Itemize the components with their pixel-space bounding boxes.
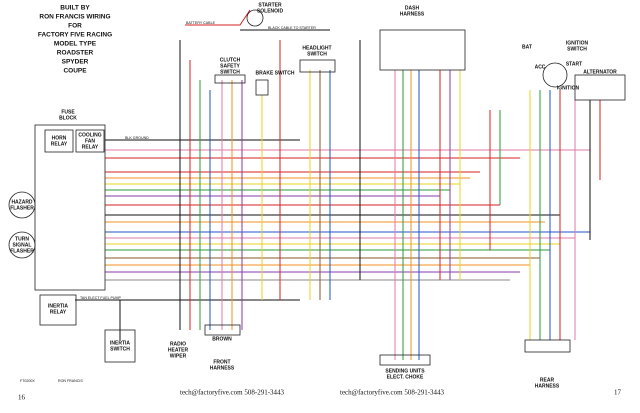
- components: [8, 9, 626, 366]
- label: WIPER: [170, 353, 187, 359]
- fan-relay-box: [75, 129, 105, 153]
- label: FLASHER: [10, 248, 34, 254]
- label: ALTERNATOR: [583, 69, 617, 75]
- label: FAN: [85, 138, 95, 144]
- brown-connector: [204, 324, 241, 336]
- label: SWITCH: [110, 346, 130, 352]
- label: COOLING: [78, 132, 101, 138]
- title-block: BUILT BY RON FRANCIS WIRING FOR FACTORY …: [38, 5, 112, 75]
- rear-connector: [524, 339, 571, 353]
- alternator-box: [574, 74, 626, 101]
- label: HARNESS: [210, 365, 235, 371]
- title-line: MODEL TYPE: [54, 41, 97, 48]
- label: BAT: [522, 44, 532, 50]
- clutch-switch-box: [214, 74, 246, 84]
- title-line: BUILT BY: [60, 5, 90, 12]
- label: SWITCH: [567, 46, 587, 52]
- label: FLASHER: [10, 205, 34, 211]
- headlight-switch-box: [299, 59, 336, 73]
- label: FRONT: [213, 359, 230, 365]
- title-line: COUPE: [63, 68, 87, 75]
- wire-label: BATTERY CABLE: [186, 21, 216, 25]
- label: SENDING UNITS: [385, 368, 425, 374]
- label: SIGNAL: [13, 242, 32, 248]
- wires: [75, 9, 601, 360]
- label: INERTIA: [110, 340, 130, 346]
- title-line: FOR: [68, 23, 82, 30]
- dash-connector: [379, 29, 466, 71]
- horn-relay-box: [44, 129, 74, 153]
- label: REAR: [540, 377, 555, 383]
- footer-contact: tech@factoryfive.com 508-291-3443: [180, 389, 285, 397]
- footer: FT0200X RON FRANCIS tech@factoryfive.com…: [18, 379, 622, 402]
- label: START: [566, 61, 582, 67]
- label: HARNESS: [400, 11, 425, 17]
- footer-code: FT0200X: [20, 379, 35, 383]
- wire-label: TAN ELECT FUEL PUMP: [80, 296, 121, 300]
- page-number: 16: [18, 394, 26, 402]
- label: BROWN: [212, 336, 232, 342]
- wire-labels: BATTERY CABLE BLACK CABLE TO STARTER BLK…: [80, 21, 316, 300]
- label: HEADLIGHT: [302, 45, 331, 51]
- label: SAFETY: [220, 63, 240, 69]
- label: HORN: [52, 135, 67, 141]
- label: INERTIA: [48, 303, 68, 309]
- wire-label: BLK GROUND: [125, 136, 149, 140]
- label: ELECT. CHOKE: [387, 374, 424, 380]
- brake-switch-box: [255, 79, 269, 96]
- label: RELAY: [51, 141, 68, 147]
- hazard-flasher-shape: [8, 191, 36, 219]
- inertia-relay-box: [39, 294, 77, 326]
- solenoid-shape: [246, 9, 264, 27]
- title-line: SPYDER: [62, 59, 89, 66]
- label: HEATER: [168, 347, 189, 353]
- component-labels: STARTER SOLENOID DASH HARNESS CLUTCH SAF…: [10, 2, 617, 389]
- label: RELAY: [50, 309, 67, 315]
- inertia-switch-box: [104, 329, 136, 363]
- label: BLOCK: [59, 115, 77, 121]
- label: IGNITION: [557, 85, 580, 91]
- label: ACC: [535, 64, 546, 70]
- footer-contact: tech@factoryfive.com 508-291-3443: [340, 389, 445, 397]
- title-line: FACTORY FIVE RACING: [38, 32, 112, 39]
- label: SWITCH: [307, 51, 327, 57]
- label: STARTER: [258, 2, 282, 8]
- page-number: 17: [614, 389, 622, 397]
- label: SWITCH: [220, 69, 240, 75]
- label: CLUTCH: [220, 57, 241, 63]
- ignition-switch-shape: [542, 62, 568, 88]
- label: FUSE: [61, 109, 75, 115]
- wire-label: BLACK CABLE TO STARTER: [268, 26, 316, 30]
- label: HAZARD: [11, 199, 32, 205]
- label: TURN: [15, 236, 29, 242]
- title-line: RON FRANCIS WIRING: [39, 14, 110, 21]
- label: HARNESS: [535, 383, 560, 389]
- turn-flasher-shape: [8, 231, 36, 259]
- label: SOLENOID: [257, 8, 284, 14]
- footer-credit: RON FRANCIS: [58, 379, 83, 383]
- label: BRAKE SWITCH: [256, 70, 295, 76]
- label: RADIO: [170, 341, 186, 347]
- label: DASH: [405, 5, 420, 11]
- label: RELAY: [82, 144, 99, 150]
- title-line: ROADSTER: [57, 50, 94, 57]
- label: IGNITION: [566, 40, 589, 46]
- sending-connector: [379, 354, 431, 366]
